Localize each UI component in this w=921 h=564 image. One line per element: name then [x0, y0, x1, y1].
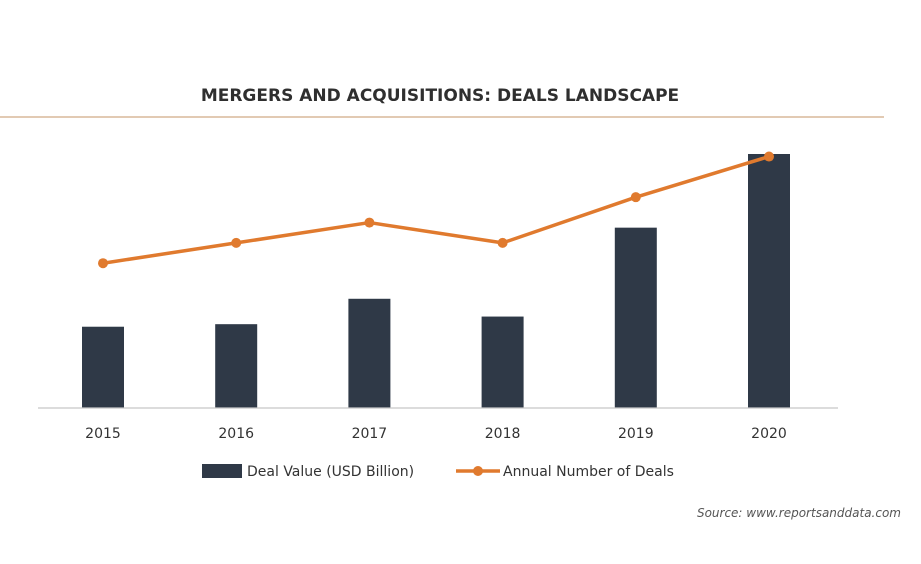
deals-point-2018: [497, 237, 508, 248]
bar-2015: [82, 326, 124, 408]
x-tick-label: 2019: [618, 426, 654, 442]
source-note: Source: www.reportsanddata.com: [697, 506, 901, 520]
bar-2017: [348, 298, 391, 408]
x-tick-label: 2016: [218, 426, 254, 442]
deals-point-2016: [231, 237, 242, 248]
bar-2019: [614, 227, 657, 408]
deals-point-2020: [764, 151, 774, 162]
bar-2020: [748, 154, 790, 408]
x-tick-label: 2015: [85, 426, 121, 442]
x-tick-label: 2018: [485, 426, 521, 442]
x-tick-label: 2020: [751, 426, 787, 442]
bar-2016: [215, 324, 258, 408]
legend: Deal Value (USD Billion) Annual Number of…: [202, 464, 674, 480]
x-tick-label: 2017: [352, 426, 388, 442]
deals-line: [102, 154, 770, 265]
legend-swatch-deals-marker: [473, 466, 483, 476]
chart-title: MERGERS AND ACQUISITIONS: DEALS LANDSCAP…: [201, 86, 679, 106]
plot-area: 2015 2016 2017 2018 2019 2020: [38, 151, 838, 442]
deals-point-2015: [98, 258, 108, 269]
legend-label-annual-deals: Annual Number of Deals: [503, 464, 674, 480]
legend-label-deal-value: Deal Value (USD Billion): [247, 464, 414, 480]
deals-point-2017: [364, 217, 375, 228]
legend-swatch-deal-value: [202, 464, 242, 478]
deals-point-2019: [630, 192, 641, 203]
bar-2018: [481, 316, 524, 408]
